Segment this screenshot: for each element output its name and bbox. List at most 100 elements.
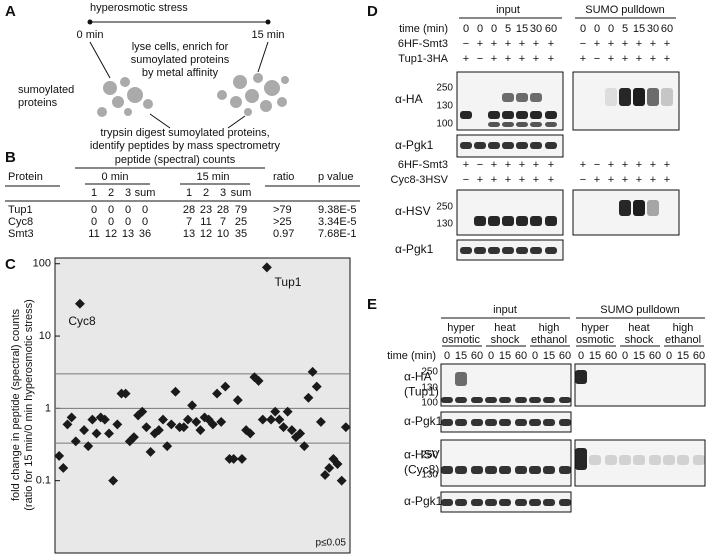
mw-label: 100 [436,119,453,130]
blot-band [530,122,542,127]
blot-band [530,142,542,149]
blot-band [502,247,514,254]
table-subheader: sum [231,187,252,199]
sign: − [463,38,469,50]
data-point [191,416,202,427]
table-header: 15 min [196,171,229,183]
blot-band [619,200,631,216]
sign: + [636,53,642,65]
blot-band [649,455,661,465]
sign: + [463,159,469,171]
sign: − [580,174,586,186]
row-label: 6HF-Smt3 [398,159,448,171]
blot-band [488,111,500,119]
condition-label: hyper [581,322,609,334]
blot-band [485,397,497,403]
table-cell: 0 [91,216,97,228]
blot-band [529,397,541,403]
data-point [299,441,310,452]
table-subheader: 1 [186,187,192,199]
time-value: 60 [515,350,527,362]
dot [265,19,271,25]
blot-band [488,216,500,226]
annotation: Tup1 [275,275,302,289]
table-title: peptide (spectral) counts [115,154,236,166]
blot-band [605,88,617,106]
condition-label: osmotic [442,334,480,346]
step-text: identify peptides by mass spectrometry [90,140,281,152]
sign: + [519,174,525,186]
time-value: 15 [455,350,467,362]
mw-label: 130 [421,470,438,481]
blot-band [543,499,555,506]
blot-band [499,397,511,403]
blot-band [502,142,514,149]
sign: + [594,174,600,186]
rule [149,113,171,129]
blot-band [647,200,659,216]
mw-label: 250 [421,367,438,378]
time-value: 5 [505,23,511,35]
blot-band [499,499,511,506]
condition-label: ethanol [531,334,567,346]
blot-band [485,419,497,426]
blot-band [460,142,472,149]
blot-band [502,93,514,102]
mw-label: 250 [421,450,438,461]
sign: + [477,38,483,50]
panel-label: E [367,296,377,313]
blot-band [633,455,645,465]
sign: + [533,174,539,186]
sign: + [664,174,670,186]
table-cell: 11 [88,228,99,240]
blot-frame [574,363,706,407]
antibody-label: α-Pgk1 [395,138,434,152]
table-cell: 0 [142,204,148,216]
sign: + [650,53,656,65]
blot-frame [456,71,564,131]
sign: + [650,159,656,171]
sign: + [519,159,525,171]
condition-label: osmotic [576,334,614,346]
blot-band [529,419,541,426]
data-point [274,414,285,425]
step-text: lyse cells, enrich for [132,41,229,53]
table-subheader: 2 [203,187,209,199]
sign: − [477,159,483,171]
data-point [220,381,231,392]
sign: + [519,53,525,65]
table-cell: 7 [186,216,192,228]
antibody-label: α-HSV [404,448,440,462]
mw-label: 130 [436,219,453,230]
blot-band [474,142,486,149]
time-value: 0 [491,23,497,35]
time-value: 60 [693,350,705,362]
time-value: 60 [661,23,673,35]
time-value: 30 [530,23,542,35]
data-point [311,381,322,392]
table-cell: 0 [108,216,114,228]
blot-band [516,216,528,226]
time-value: 0 [594,23,600,35]
data-point [207,419,218,430]
blot-band [619,88,631,106]
data-point [137,406,148,417]
condition-label: heat [494,322,515,334]
data-point [212,388,222,399]
table-cell: 7.68E-1 [318,228,357,240]
y-tick-label: 100 [33,258,51,270]
step-text: sumoylated [18,84,74,96]
blot-band [471,419,483,426]
protein [124,108,132,116]
data-point [162,441,173,452]
time-value: 15 [677,350,689,362]
time-value: 0 [578,350,584,362]
data-point [332,459,343,469]
blot-band [543,466,555,474]
sign: + [608,53,614,65]
table-cell: 23 [200,204,212,216]
blot-band [441,466,453,474]
sign: − [463,174,469,186]
sign: + [505,38,511,50]
protein [281,76,289,84]
